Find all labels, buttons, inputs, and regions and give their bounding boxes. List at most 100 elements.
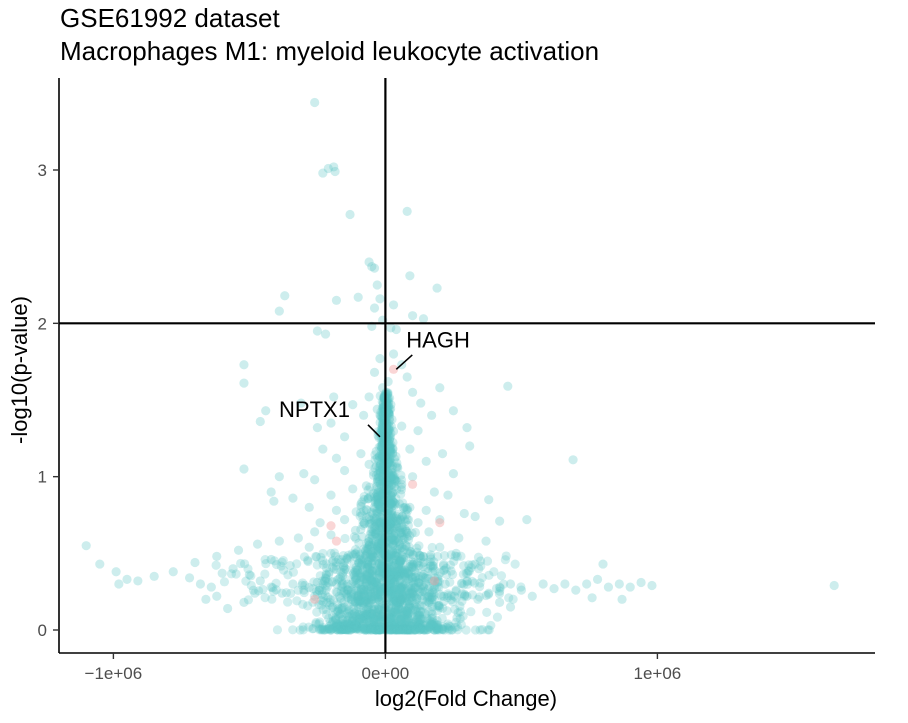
data-point: [396, 475, 407, 485]
data-point: [455, 614, 465, 624]
data-point: [404, 625, 414, 635]
data-point: [354, 577, 364, 587]
data-point: [318, 622, 328, 633]
data-point: [336, 611, 346, 621]
data-point: [298, 599, 308, 609]
data-point: [395, 583, 405, 594]
data-point: [374, 442, 384, 452]
data-point: [274, 306, 284, 316]
data-point: [307, 624, 318, 634]
data-point: [385, 416, 395, 426]
data-point: [414, 574, 424, 584]
data-point: [339, 619, 350, 630]
data-point: [414, 578, 424, 588]
data-point: [492, 612, 503, 622]
data-point: [364, 555, 374, 565]
data-point: [369, 613, 379, 623]
data-point: [398, 618, 408, 628]
data-point: [483, 625, 493, 635]
data-point: [369, 492, 379, 502]
data-point: [356, 583, 367, 593]
data-point: [410, 625, 420, 635]
data-point: [414, 622, 424, 632]
data-point: [386, 512, 396, 522]
data-point: [368, 555, 378, 566]
data-point: [338, 579, 348, 589]
data-point: [401, 592, 412, 603]
data-point: [375, 463, 385, 473]
data-point: [355, 568, 365, 579]
data-point: [364, 578, 374, 588]
data-point: [352, 547, 363, 557]
data-point: [318, 605, 328, 615]
data-point: [476, 556, 486, 566]
data-point: [388, 524, 399, 534]
data-point: [410, 527, 421, 538]
data-point: [384, 482, 394, 492]
data-point: [370, 593, 380, 604]
data-point: [358, 611, 368, 621]
data-point: [367, 558, 377, 568]
data-point: [326, 548, 336, 558]
data-point: [375, 417, 385, 428]
data-point: [395, 528, 405, 538]
data-point: [375, 611, 385, 621]
data-point: [386, 607, 396, 617]
data-point: [351, 568, 361, 578]
data-point: [310, 475, 320, 485]
data-point: [388, 625, 398, 635]
data-point: [374, 605, 384, 615]
data-point: [410, 582, 420, 592]
data-point: [412, 602, 422, 612]
data-point: [401, 574, 412, 584]
data-point: [367, 567, 378, 577]
data-point: [388, 619, 399, 630]
data-point: [410, 572, 420, 582]
data-point: [340, 432, 350, 442]
data-point: [390, 567, 400, 577]
data-point: [363, 591, 373, 601]
data-point: [266, 554, 276, 565]
data-point: [400, 610, 410, 620]
data-point: [489, 567, 499, 577]
data-point: [424, 606, 434, 616]
data-point: [411, 625, 421, 635]
data-point: [363, 493, 374, 503]
data-point: [375, 504, 385, 514]
data-point: [560, 579, 570, 589]
data-point: [410, 625, 421, 635]
data-point: [350, 525, 361, 535]
data-point: [374, 625, 384, 635]
data-point: [343, 550, 354, 560]
data-point: [219, 577, 230, 587]
data-point: [385, 612, 396, 623]
data-point: [527, 591, 537, 601]
data-point: [418, 582, 429, 592]
data-point: [331, 624, 342, 635]
data-point: [385, 578, 395, 588]
data-point: [393, 516, 403, 526]
data-point: [375, 615, 385, 626]
data-point: [331, 622, 341, 632]
data-point: [373, 499, 383, 509]
data-point: [495, 582, 505, 592]
data-point: [212, 551, 222, 562]
highlighted-point: [326, 521, 336, 531]
data-point: [391, 624, 402, 635]
data-point: [368, 606, 378, 616]
data-point: [475, 625, 485, 635]
data-point: [395, 591, 405, 601]
data-point: [363, 494, 373, 504]
data-point: [428, 624, 438, 635]
data-point: [355, 596, 366, 606]
data-point: [405, 625, 416, 635]
data-point: [387, 414, 397, 425]
data-point: [355, 610, 365, 620]
data-point: [444, 623, 454, 634]
data-point: [308, 623, 319, 634]
data-point: [384, 525, 395, 535]
data-point: [362, 621, 372, 631]
data-point: [367, 592, 377, 602]
data-point: [342, 585, 352, 595]
